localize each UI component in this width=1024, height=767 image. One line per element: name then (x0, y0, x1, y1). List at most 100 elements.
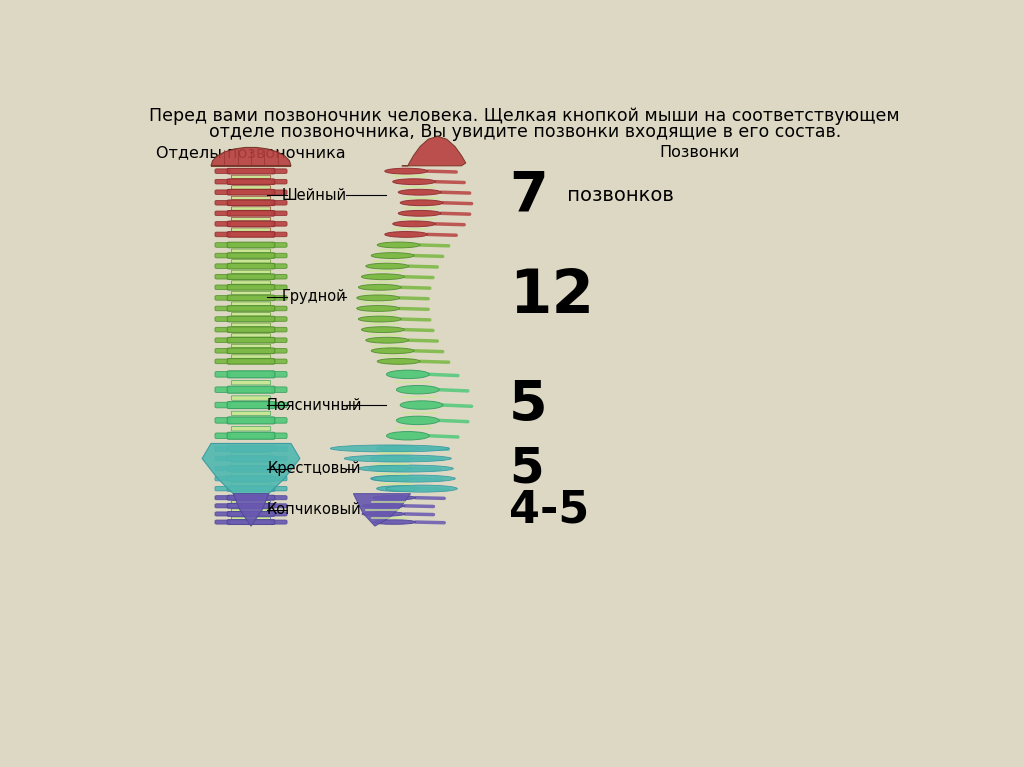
FancyBboxPatch shape (271, 242, 287, 247)
Polygon shape (211, 147, 291, 166)
FancyBboxPatch shape (271, 371, 287, 377)
Ellipse shape (371, 476, 414, 482)
Ellipse shape (344, 455, 452, 462)
FancyBboxPatch shape (227, 456, 274, 461)
FancyBboxPatch shape (271, 306, 287, 311)
FancyBboxPatch shape (215, 232, 230, 237)
FancyBboxPatch shape (227, 274, 274, 279)
FancyBboxPatch shape (215, 242, 230, 247)
FancyBboxPatch shape (271, 512, 287, 516)
FancyBboxPatch shape (231, 453, 270, 456)
FancyBboxPatch shape (215, 179, 230, 184)
FancyBboxPatch shape (215, 338, 230, 343)
Polygon shape (202, 443, 300, 494)
FancyBboxPatch shape (227, 327, 274, 332)
Ellipse shape (400, 200, 443, 206)
Text: 5: 5 (509, 378, 548, 432)
Ellipse shape (393, 221, 435, 227)
FancyBboxPatch shape (231, 281, 270, 285)
FancyBboxPatch shape (231, 334, 270, 337)
FancyBboxPatch shape (227, 476, 274, 481)
FancyBboxPatch shape (271, 317, 287, 321)
Ellipse shape (356, 295, 399, 301)
FancyBboxPatch shape (227, 520, 274, 525)
FancyBboxPatch shape (231, 207, 270, 210)
FancyBboxPatch shape (271, 387, 287, 393)
FancyBboxPatch shape (271, 200, 287, 205)
FancyBboxPatch shape (271, 295, 287, 300)
Ellipse shape (358, 316, 401, 322)
FancyBboxPatch shape (231, 426, 270, 431)
FancyBboxPatch shape (231, 302, 270, 305)
FancyBboxPatch shape (215, 317, 230, 321)
FancyBboxPatch shape (215, 417, 230, 423)
FancyBboxPatch shape (227, 169, 274, 174)
Ellipse shape (386, 485, 458, 492)
Text: Копчиковый: Копчиковый (267, 502, 361, 518)
Ellipse shape (331, 445, 450, 452)
FancyBboxPatch shape (231, 344, 270, 347)
Polygon shape (353, 494, 411, 526)
FancyBboxPatch shape (271, 253, 287, 258)
Ellipse shape (386, 370, 429, 379)
FancyBboxPatch shape (231, 249, 270, 252)
FancyBboxPatch shape (215, 456, 230, 461)
FancyBboxPatch shape (231, 501, 270, 504)
FancyBboxPatch shape (215, 285, 230, 290)
FancyBboxPatch shape (231, 509, 270, 512)
Ellipse shape (366, 337, 409, 343)
Ellipse shape (372, 348, 414, 354)
FancyBboxPatch shape (227, 495, 274, 500)
FancyBboxPatch shape (215, 222, 230, 226)
Ellipse shape (361, 327, 404, 333)
FancyBboxPatch shape (227, 253, 274, 258)
FancyBboxPatch shape (231, 175, 270, 179)
Ellipse shape (361, 274, 404, 280)
FancyBboxPatch shape (215, 476, 230, 481)
FancyBboxPatch shape (227, 306, 274, 311)
FancyBboxPatch shape (227, 348, 274, 354)
Ellipse shape (362, 504, 404, 508)
FancyBboxPatch shape (271, 264, 287, 268)
FancyBboxPatch shape (227, 179, 274, 184)
FancyBboxPatch shape (271, 446, 287, 451)
FancyBboxPatch shape (215, 371, 230, 377)
FancyBboxPatch shape (231, 380, 270, 385)
FancyBboxPatch shape (227, 417, 274, 424)
FancyBboxPatch shape (215, 328, 230, 332)
FancyBboxPatch shape (227, 211, 274, 216)
Ellipse shape (377, 446, 420, 451)
FancyBboxPatch shape (271, 359, 287, 364)
Ellipse shape (396, 416, 439, 425)
FancyBboxPatch shape (271, 520, 287, 524)
FancyBboxPatch shape (231, 259, 270, 263)
Ellipse shape (385, 232, 428, 237)
FancyBboxPatch shape (215, 520, 230, 524)
Ellipse shape (369, 466, 412, 471)
FancyBboxPatch shape (271, 211, 287, 216)
FancyBboxPatch shape (231, 411, 270, 416)
FancyBboxPatch shape (227, 189, 274, 195)
FancyBboxPatch shape (215, 504, 230, 508)
FancyBboxPatch shape (227, 285, 274, 290)
FancyBboxPatch shape (271, 486, 287, 491)
FancyBboxPatch shape (271, 232, 287, 237)
FancyBboxPatch shape (215, 190, 230, 195)
FancyBboxPatch shape (231, 472, 270, 476)
Ellipse shape (358, 465, 454, 472)
Text: Поясничный: Поясничный (266, 397, 362, 413)
FancyBboxPatch shape (271, 275, 287, 279)
FancyBboxPatch shape (215, 200, 230, 205)
FancyBboxPatch shape (227, 433, 274, 439)
FancyBboxPatch shape (215, 211, 230, 216)
Text: отделе позвоночника, Вы увидите позвонки входящие в его состав.: отделе позвоночника, Вы увидите позвонки… (209, 123, 841, 141)
Ellipse shape (362, 512, 404, 516)
FancyBboxPatch shape (227, 242, 274, 248)
Text: 12: 12 (509, 268, 594, 326)
FancyBboxPatch shape (227, 402, 274, 409)
FancyBboxPatch shape (215, 348, 230, 353)
FancyBboxPatch shape (227, 371, 274, 378)
FancyBboxPatch shape (215, 486, 230, 491)
FancyBboxPatch shape (271, 285, 287, 290)
FancyBboxPatch shape (271, 495, 287, 500)
